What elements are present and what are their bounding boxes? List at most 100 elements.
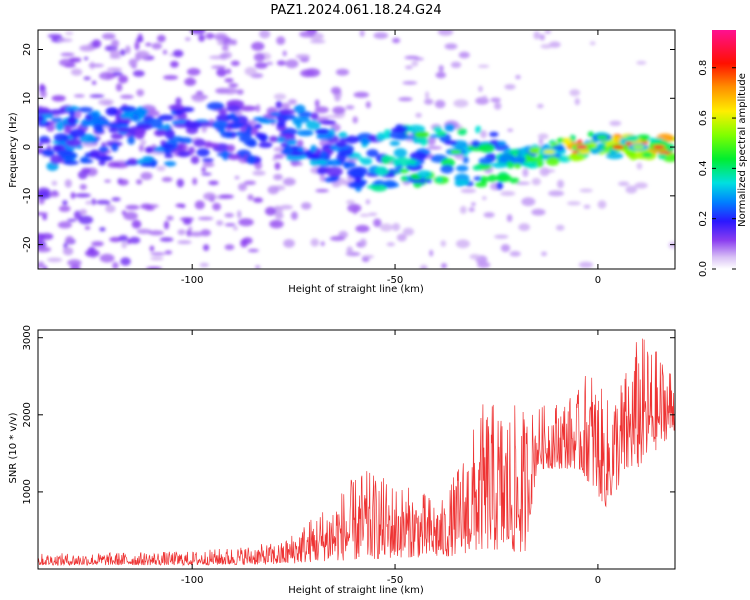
spectrogram-noise-blob — [224, 213, 234, 218]
spectrogram-signal-blob — [105, 106, 119, 116]
spectrogram-frame — [37, 29, 676, 270]
spectrogram-signal-blob — [601, 145, 608, 150]
spectrogram-signal-blob — [366, 149, 379, 158]
spectrogram-noise-blob — [597, 200, 607, 209]
spectrogram-signal-blob — [292, 116, 310, 124]
spectrogram-signal-blob — [371, 184, 387, 192]
spectrogram-noise-blob — [415, 112, 422, 118]
spectrogram-noise-blob — [531, 177, 541, 186]
snr-panel: -100 -50 0 1000 2000 3000 Height of straight… — [8, 325, 676, 596]
spectrogram-noise-blob — [539, 167, 550, 177]
spectrogram-noise-blob — [424, 98, 434, 105]
spectrogram-noise-blob — [164, 250, 173, 255]
spectrogram-noise-blob — [51, 180, 58, 186]
spectrogram-noise-blob — [427, 136, 436, 146]
spectrogram-noise-blob — [438, 65, 444, 72]
spectrogram-signal-blob — [480, 176, 489, 184]
spectrogram-signal-blob — [206, 142, 220, 148]
spectrogram-noise-blob — [51, 95, 66, 102]
spectrogram-noise-blob — [533, 31, 541, 40]
spectrogram-signal-blob — [63, 160, 79, 166]
spectrogram-noise-blob — [460, 188, 477, 193]
spectrogram-noise-blob — [101, 33, 116, 40]
spectrogram-signal-blob — [296, 129, 314, 137]
spectrogram-noise-blob — [177, 229, 186, 236]
spectrogram-noise-blob — [39, 90, 47, 98]
spectrogram-signal-blob — [335, 141, 348, 148]
spectrogram-signal-blob — [220, 131, 233, 138]
spectrogram-noise-blob — [224, 244, 235, 251]
spectrogram-noise-blob — [251, 41, 265, 51]
spectrogram-noise-blob — [135, 38, 144, 42]
spectrogram-signal-blob — [457, 128, 467, 136]
spectrogram-signal-blob — [523, 156, 540, 162]
spectrogram-noise-blob — [537, 133, 549, 140]
spectrogram-noise-blob — [325, 115, 340, 119]
spectrogram-signal-blob — [339, 137, 347, 143]
spectrogram-signal-blob — [557, 155, 572, 163]
spectrogram-noise-blob — [282, 177, 296, 186]
spectrogram-signal-blob — [254, 123, 262, 129]
spectrogram-noise-blob — [290, 211, 298, 220]
spectrogram-noise-blob — [237, 210, 242, 219]
spectrogram-noise-blob — [64, 63, 76, 68]
colorbar-tick-label: 0.0 — [698, 261, 709, 277]
snr-x-label: Height of straight line (km) — [288, 585, 424, 596]
spectrogram-noise-blob — [244, 66, 257, 76]
spectrogram-noise-blob — [282, 50, 287, 57]
spectrogram-noise-blob — [469, 254, 481, 260]
spectrogram-noise-blob — [504, 84, 516, 90]
spectrogram-noise-blob — [310, 238, 320, 247]
y-tick-label: 20 — [22, 43, 33, 56]
spectrogram-noise-blob — [458, 51, 470, 59]
spectrogram-noise-blob — [434, 99, 446, 109]
spectrogram-noise-blob — [123, 211, 138, 221]
spectrogram-noise-blob — [273, 173, 283, 181]
spectrogram-signal-blob — [417, 170, 432, 179]
y-tick-label: -20 — [22, 236, 33, 252]
spectrogram-noise-blob — [107, 161, 120, 168]
spectrogram-noise-blob — [444, 43, 458, 50]
spectrogram-noise-blob — [73, 94, 85, 98]
spectrogram-noise-blob — [265, 206, 277, 216]
spectrogram-noise-blob — [99, 227, 106, 232]
spectrogram-signal-blob — [424, 178, 433, 184]
colorbar-ticks: 0.0 0.2 0.4 0.6 0.8 — [698, 60, 736, 277]
spectrogram-noise-blob — [419, 264, 428, 269]
spectrogram-noise-blob — [201, 172, 212, 176]
spectrogram-signal-blob — [475, 181, 488, 188]
spectrogram-noise-blob — [557, 179, 564, 189]
spectrogram-noise-blob — [185, 37, 191, 41]
spectrogram-signal-blob — [48, 109, 66, 115]
spectrogram-signal-blob — [290, 145, 299, 152]
spectrogram-noise-blob — [175, 97, 182, 106]
spectrogram-noise-blob — [109, 49, 121, 58]
spectrogram-noise-blob — [402, 81, 418, 85]
spectrogram-noise-blob — [330, 86, 342, 95]
spectrogram-noise-blob — [252, 170, 266, 176]
spectrogram-noise-blob — [118, 235, 128, 242]
spectrogram-noise-blob — [150, 252, 166, 256]
spectrogram-noise-blob — [224, 78, 234, 83]
spectrogram-noise-blob — [281, 102, 291, 110]
spectrogram-noise-blob — [537, 103, 544, 109]
spectrogram-signal-blob — [164, 153, 174, 159]
spectrogram-signal-blob — [509, 149, 520, 155]
spectrogram-noise-blob — [494, 234, 509, 239]
spectrogram-noise-blob — [118, 75, 129, 84]
spectrogram-noise-blob — [362, 255, 375, 259]
spectrogram-noise-blob — [276, 60, 286, 66]
spectrogram-noise-blob — [177, 240, 192, 244]
spectrogram-noise-blob — [186, 68, 201, 76]
spectrogram-noise-blob — [138, 144, 144, 152]
spectrogram-noise-blob — [201, 167, 206, 173]
spectrogram-noise-blob — [42, 214, 48, 221]
spectrogram-noise-blob — [187, 77, 194, 86]
spectrogram-noise-blob — [411, 60, 419, 67]
spectrogram-signal-blob — [98, 160, 106, 166]
spectrogram-signal-blob — [496, 181, 504, 190]
spectrogram-noise-blob — [515, 75, 521, 80]
spectrogram-noise-blob — [295, 54, 310, 59]
spectrogram-noise-blob — [521, 197, 536, 207]
spectrogram-noise-blob — [190, 30, 206, 35]
